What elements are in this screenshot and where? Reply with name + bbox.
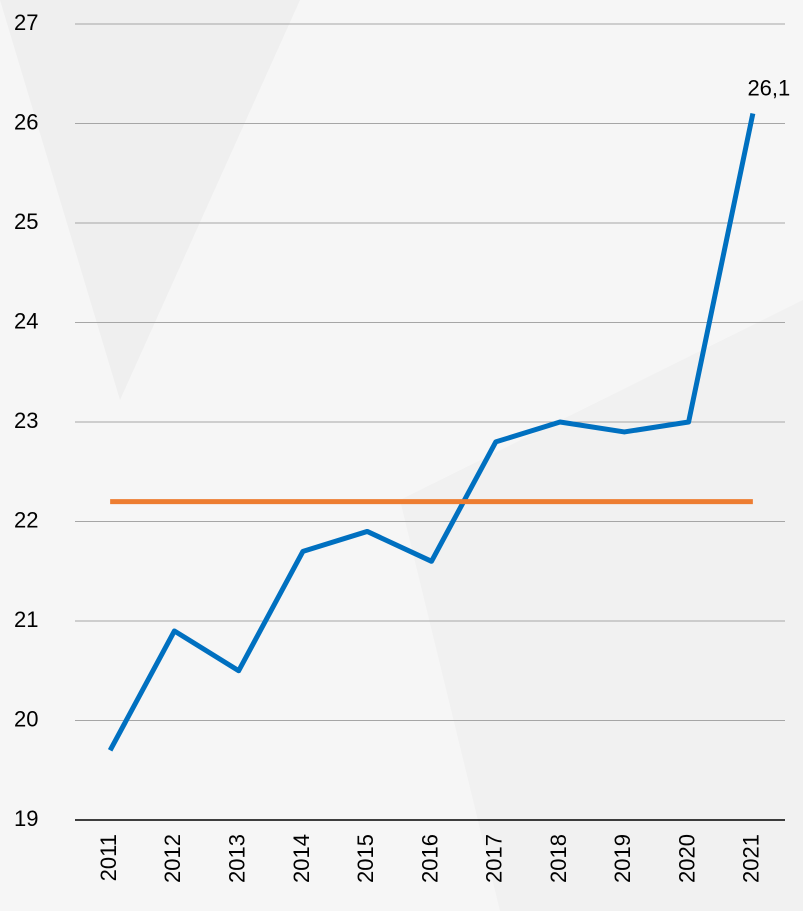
series-line [107,113,756,752]
data-label: 26,1 [747,75,790,100]
x-tick-label: 2020 [674,834,699,883]
y-tick-label: 21 [14,607,38,632]
x-tick-label: 2011 [96,834,121,881]
y-tick-label: 19 [14,806,38,831]
x-tick-label: 2021 [739,834,764,883]
y-tick-label: 20 [14,706,38,731]
background-shape [0,0,300,400]
y-tick-label: 27 [14,10,38,35]
x-tick-label: 2014 [289,834,314,883]
x-tick-label: 2018 [546,834,571,883]
y-tick-label: 24 [14,308,38,333]
y-tick-label: 25 [14,209,38,234]
y-tick-label: 22 [14,507,38,532]
x-tick-label: 2013 [224,834,249,883]
y-tick-label: 26 [14,109,38,134]
x-tick-label: 2019 [610,834,635,883]
x-tick-label: 2012 [160,834,185,883]
y-tick-label: 23 [14,408,38,433]
background-shape [400,300,803,911]
x-tick-label: 2015 [353,834,378,883]
x-tick-label: 2017 [482,834,507,883]
x-tick-label: 2016 [417,834,442,883]
